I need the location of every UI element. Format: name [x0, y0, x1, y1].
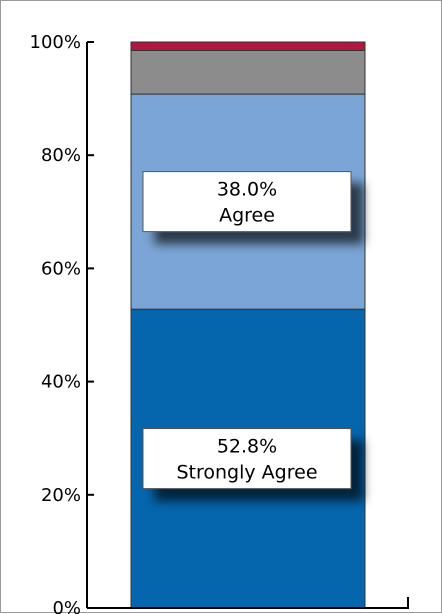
y-tick-label: 80% [41, 145, 81, 166]
y-tick-label: 20% [41, 485, 81, 506]
data-label-1: 38.0% Agree [142, 171, 352, 233]
data-label-box [142, 428, 352, 490]
bar-segment-2 [130, 49, 366, 95]
y-tick-label: 0% [52, 598, 81, 614]
data-label-box [142, 171, 352, 233]
data-label-name: Agree [219, 205, 275, 227]
data-label-name: Strongly Agree [176, 462, 317, 484]
bar-segment-3 [130, 41, 366, 51]
y-tick-label: 60% [41, 258, 81, 279]
data-label-value: 52.8% [217, 436, 277, 458]
y-tick-label: 100% [30, 32, 81, 53]
y-tick-label: 40% [41, 372, 81, 393]
data-label-value: 38.0% [217, 179, 277, 201]
data-label-0: 52.8% Strongly Agree [142, 428, 352, 490]
